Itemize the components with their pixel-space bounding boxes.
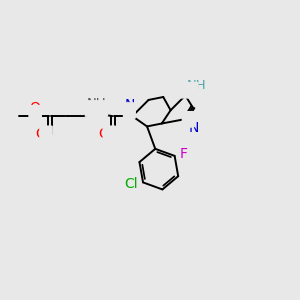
- Text: N: N: [124, 98, 135, 112]
- Text: O: O: [30, 101, 40, 115]
- Text: NH: NH: [87, 97, 106, 110]
- Text: NH: NH: [176, 83, 197, 97]
- Text: F: F: [180, 147, 188, 161]
- Text: N: N: [124, 103, 135, 118]
- Text: O: O: [98, 127, 110, 141]
- Text: N: N: [188, 121, 199, 135]
- Text: O: O: [104, 127, 115, 141]
- Text: NH: NH: [187, 79, 206, 92]
- Text: O: O: [30, 106, 40, 120]
- Text: N: N: [183, 112, 194, 126]
- Text: NH: NH: [86, 101, 107, 116]
- Text: O: O: [40, 127, 52, 141]
- Text: Cl: Cl: [124, 177, 138, 191]
- Text: O: O: [35, 127, 46, 141]
